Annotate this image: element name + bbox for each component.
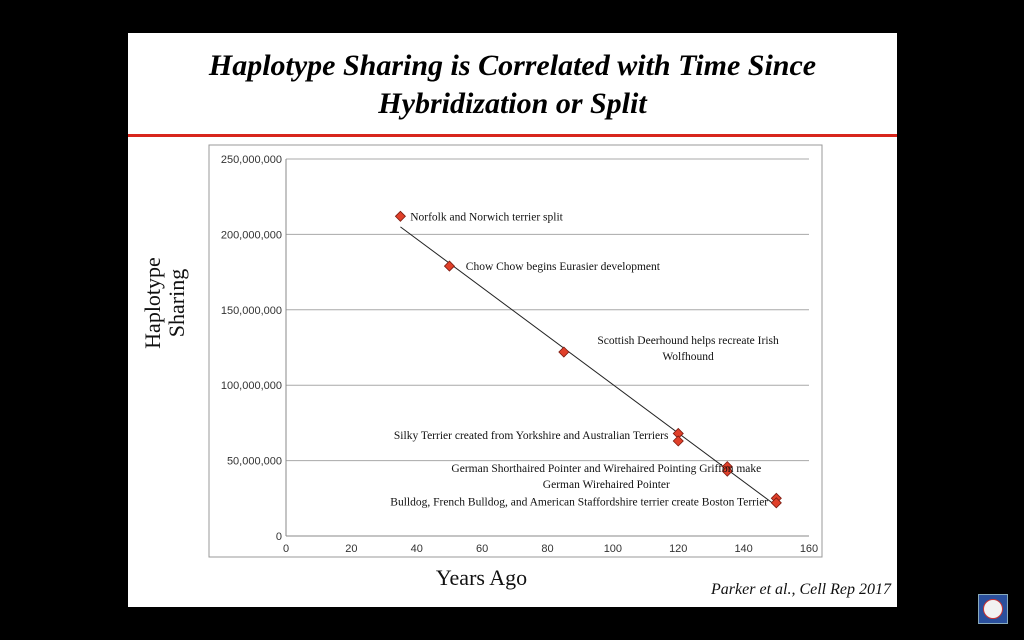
point-annotation: Wolfhound [662, 351, 714, 363]
y-tick-label: 250,000,000 [221, 154, 282, 166]
x-tick-label: 20 [345, 543, 357, 555]
slide-title-line-1: Haplotype Sharing is Correlated with Tim… [208, 49, 817, 82]
x-axis-title: Years Ago [436, 565, 527, 590]
y-axis-title-line: Haplotype [140, 257, 165, 349]
slide-title: Haplotype Sharing is Correlated with Tim… [128, 47, 897, 123]
data-point [721, 465, 733, 477]
x-tick-label: 140 [734, 543, 752, 555]
data-point [672, 435, 684, 447]
data-point [443, 260, 456, 272]
citation: Parker et al., Cell Rep 2017 [711, 581, 891, 598]
x-tick-label: 120 [669, 543, 687, 555]
slide: Haplotype Sharing is Correlated with Tim… [128, 33, 897, 607]
globe-icon [983, 599, 1003, 619]
scatter-chart: Norfolk and Norwich terrier split Chow Ch… [140, 144, 823, 590]
point-annotation: Bulldog, French Bulldog, and American St… [390, 496, 768, 508]
point-annotation: German Wirehaired Pointer [543, 479, 670, 491]
point-annotation: Norfolk and Norwich terrier split [410, 211, 563, 223]
point-annotation: Silky Terrier created from Yorkshire and… [394, 430, 669, 442]
y-tick-label: 200,000,000 [221, 229, 282, 241]
point-annotation: Scottish Deerhound helps recreate Irish [597, 335, 779, 347]
y-axis-title: Haplotype Sharing [140, 257, 189, 349]
x-tick-label: 40 [411, 543, 423, 555]
y-tick-label: 50,000,000 [227, 456, 282, 468]
point-annotation: German Shorthaired Pointer and Wirehaire… [451, 463, 761, 475]
point-annotation: Chow Chow begins Eurasier development [466, 261, 661, 273]
y-axis-title-line: Sharing [164, 269, 189, 337]
x-tick-label: 100 [604, 543, 622, 555]
data-point [394, 210, 406, 222]
data-point [558, 346, 570, 358]
channel-logo-icon[interactable] [978, 594, 1008, 624]
x-tick-label: 0 [283, 543, 289, 555]
y-tick-label: 0 [276, 531, 282, 543]
y-tick-label: 100,000,000 [221, 380, 282, 392]
trendline [400, 226, 777, 507]
x-tick-label: 80 [541, 543, 553, 555]
title-divider [128, 134, 897, 137]
x-tick-label: 160 [800, 543, 818, 555]
slide-title-line-2: Hybridization or Split [378, 87, 647, 120]
chart-frame [208, 144, 823, 558]
y-tick-label: 150,000,000 [221, 305, 282, 317]
x-tick-label: 60 [476, 543, 488, 555]
data-point [770, 497, 782, 509]
